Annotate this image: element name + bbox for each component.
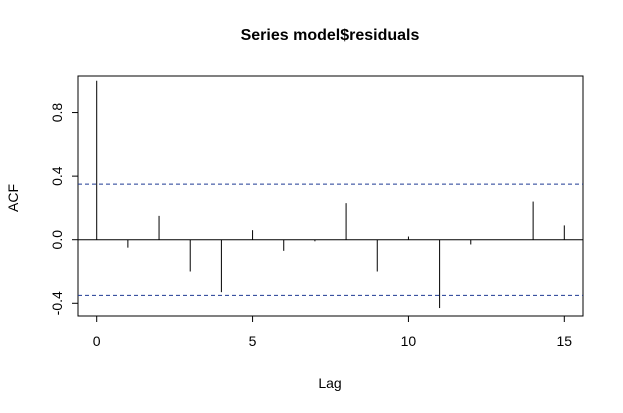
x-tick-label-0: 0: [93, 333, 101, 349]
x-tick-label-5: 5: [249, 333, 257, 349]
y-tick-label-0: -0.4: [49, 291, 65, 315]
y-axis-label: ACF: [5, 184, 21, 212]
chart-title: Series model$residuals: [241, 27, 420, 44]
plot-frame: [77, 75, 584, 317]
y-tick-label-1: 0.0: [49, 230, 65, 250]
x-tick-label-10: 10: [401, 333, 417, 349]
y-tick-label-3: 0.8: [49, 103, 65, 123]
plot-layer: 0 5 10 15 -0.4 0.0 0.4 0.8: [49, 80, 583, 349]
x-axis-label: Lag: [318, 375, 341, 391]
y-tick-label-2: 0.4: [49, 166, 65, 186]
x-tick-label-15: 15: [557, 333, 573, 349]
